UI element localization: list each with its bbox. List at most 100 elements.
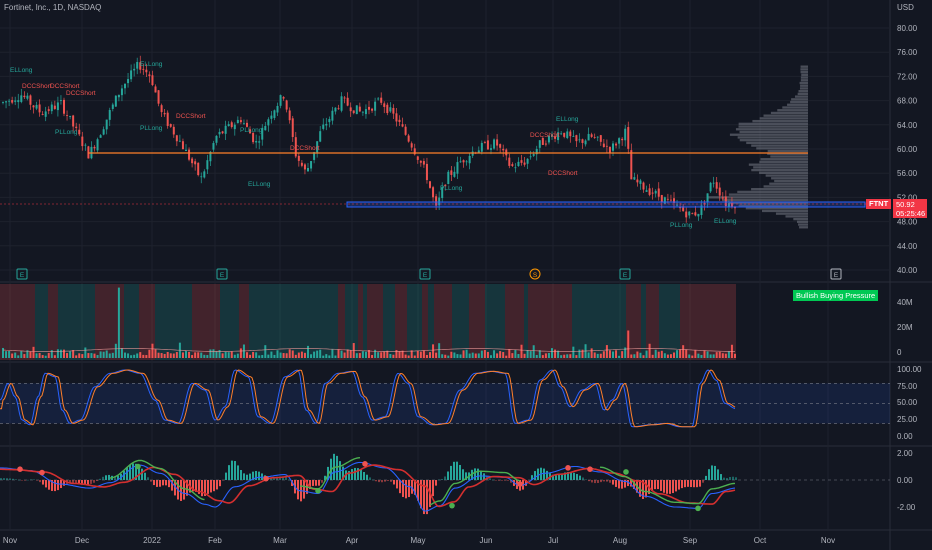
candle-body [139,62,142,70]
split-event-marker[interactable]: S [529,268,541,280]
earnings-event-marker[interactable]: E [619,268,631,280]
volume-bar [551,348,553,358]
signal-label: ELLong [714,218,737,225]
volume-bar [697,353,700,358]
volume-bar [29,351,32,358]
earnings-event-marker[interactable]: E [830,268,842,280]
macd-histogram-bar [78,480,80,485]
volume-bar [676,350,679,358]
volume-band [363,284,367,360]
macd-histogram-bar [288,479,290,481]
candle-body [618,138,621,144]
volume-band [338,284,345,360]
volume-band [452,284,469,360]
volume-band [505,284,510,360]
volume-bar [496,353,499,358]
volume-bar [477,353,480,358]
macd-histogram-bar [0,478,2,480]
macd-histogram-bar [537,468,539,480]
signal-label: PLLong [140,125,163,132]
macd-histogram-bar [567,472,569,480]
price-axis-label: 52.00 [897,193,918,202]
volume-bar [654,349,657,358]
macd-histogram-bar [708,469,710,480]
volume-bar [349,350,352,358]
ticker-badge[interactable]: FTNT [866,199,892,209]
candle-body [96,139,99,151]
volume-profile-bar [799,226,808,229]
macd-histogram-bar [6,478,8,480]
volume-bar [422,350,425,358]
macd-histogram-bar [369,477,371,480]
volume-bar [185,350,187,358]
macd-histogram-bar [351,469,353,480]
crossover-dot [449,502,455,509]
volume-bar [303,352,306,358]
earnings-event-marker[interactable]: E [419,268,431,280]
candle-body [441,187,444,199]
earnings-icon [619,268,631,280]
candle-body [377,98,380,100]
candle-body [395,113,398,122]
candle-body [307,168,309,172]
symbol-title[interactable]: Fortinet, Inc., 1D, NASDAQ [4,3,102,12]
candle-body [682,206,685,212]
demand-zone[interactable] [346,201,866,208]
crossover-dot [17,466,23,473]
volume-band [589,284,606,360]
volume-profile-bar [799,81,808,85]
volume-bar [111,352,114,358]
macd-histogram-bar [222,480,224,481]
volume-bar [459,354,462,358]
macd-histogram-bar [423,480,425,515]
earnings-event-marker[interactable]: E [16,268,28,280]
volume-bar [270,351,273,358]
macd-histogram-bar [633,480,635,489]
volume-bar [471,352,474,358]
candle-body [145,69,148,73]
volume-profile-bar [760,158,808,161]
macd-histogram-bar [90,480,92,484]
volume-band [566,284,572,360]
volume-profile-bar [770,155,808,158]
macd-histogram-bar [687,480,689,487]
macd-histogram-bar [12,478,14,480]
candle-body [2,102,4,103]
price-badge[interactable]: 50.92 05:25:46 [893,199,927,218]
candle-body [727,203,730,207]
candle-body [5,101,8,103]
volume-bars [2,287,736,358]
candle-body [465,161,468,163]
macd-histogram-bar [183,480,185,500]
candle-body [56,102,59,111]
volume-bar [636,351,639,358]
volume-band [48,284,58,360]
volume-bar [581,349,584,358]
macd-histogram-bar [237,465,239,480]
macd-histogram-bar [327,466,329,480]
volume-profile-bar [761,209,808,213]
volume-bar [401,350,404,358]
volume-bar [139,352,142,358]
candle-body [529,156,532,158]
candle-body [63,99,65,114]
signal-label: DCCShort [530,132,560,139]
volume-bar [130,355,133,358]
volume-profile-bar [777,109,808,112]
volume-band [244,284,249,360]
volume-band [414,284,422,360]
earnings-event-marker[interactable]: E [216,268,228,280]
volume-bar [666,354,669,358]
volume-bar [328,355,331,358]
candle-body [124,83,126,89]
macd-histogram-bar [699,480,701,487]
volume-bar [407,355,410,358]
macd-histogram-bar [378,480,380,483]
volume-band [332,284,338,360]
volume-bar [151,343,154,358]
candle-body [258,141,261,143]
candle-body [697,213,700,217]
